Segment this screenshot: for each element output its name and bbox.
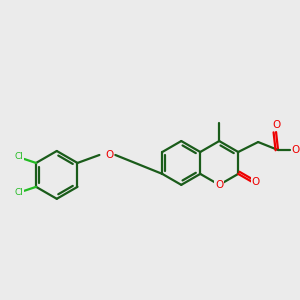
Text: O: O bbox=[105, 150, 113, 160]
Text: O: O bbox=[292, 145, 300, 155]
Text: Cl: Cl bbox=[15, 152, 24, 161]
Text: O: O bbox=[215, 180, 224, 190]
Text: O: O bbox=[252, 177, 260, 187]
Text: O: O bbox=[272, 120, 280, 130]
Text: Cl: Cl bbox=[15, 188, 24, 197]
